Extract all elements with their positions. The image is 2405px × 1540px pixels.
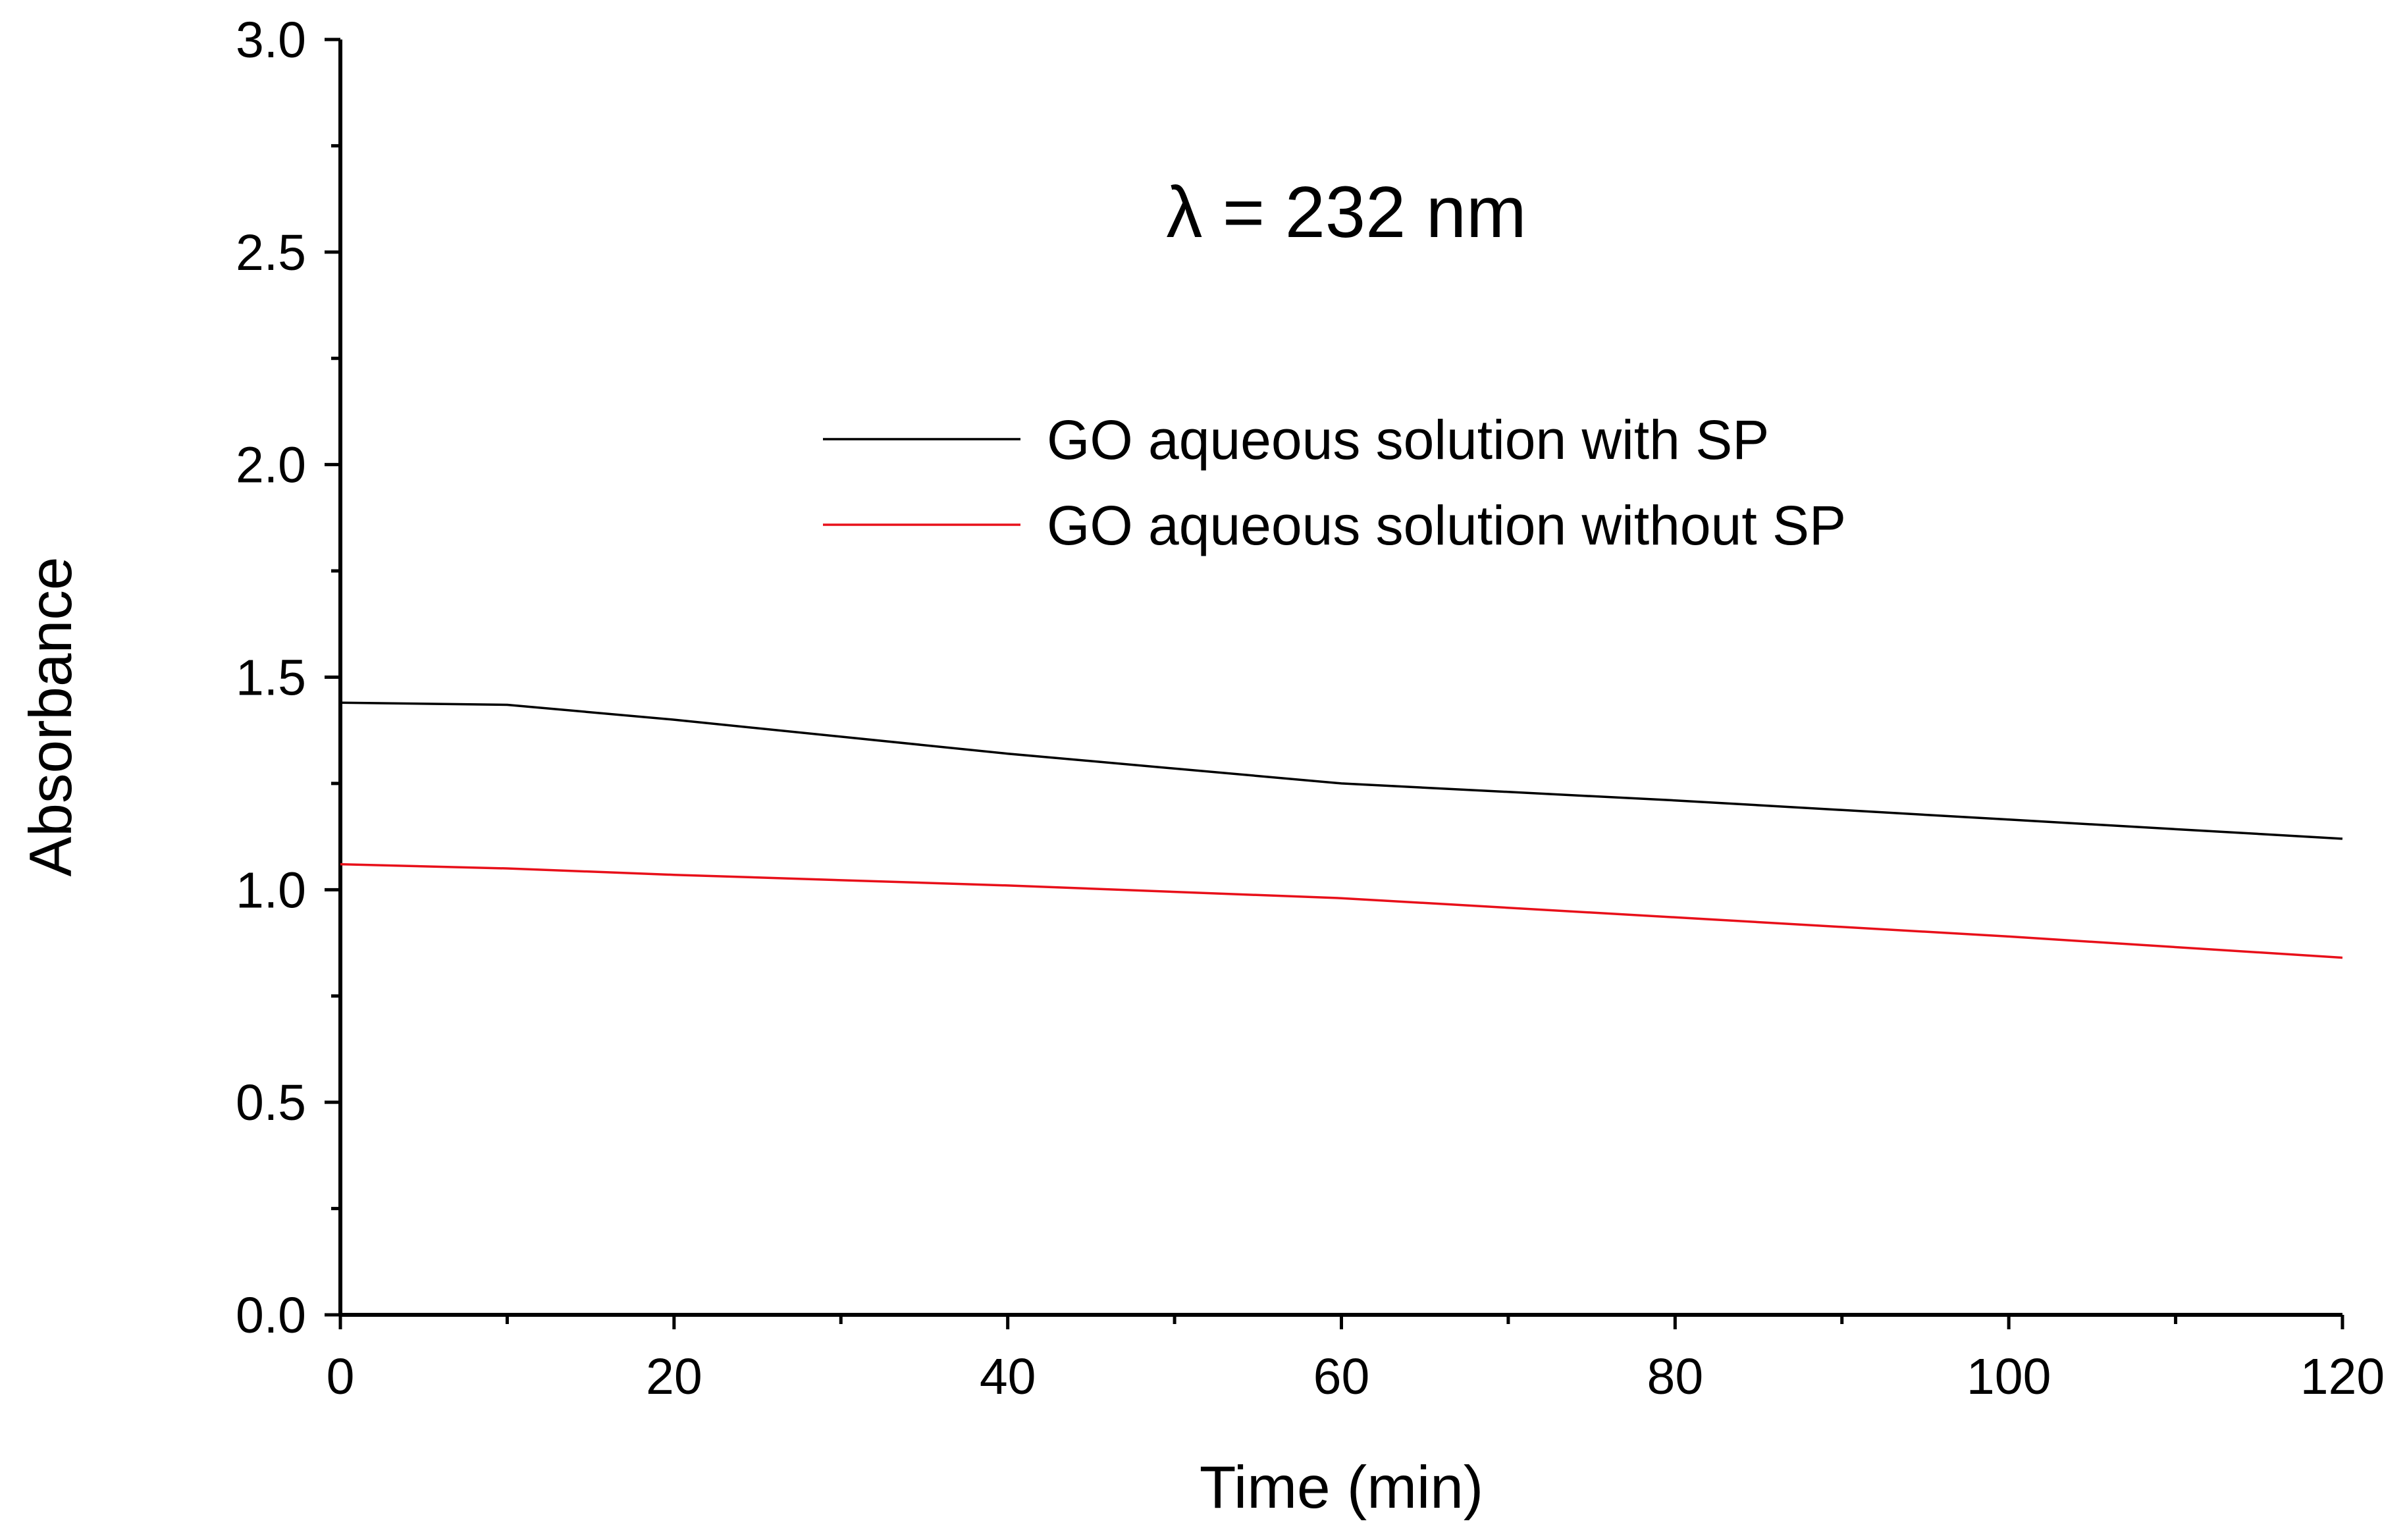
- x-tick-label: 0: [327, 1348, 355, 1405]
- legend-label-with-sp: GO aqueous solution with SP: [1047, 409, 1769, 471]
- series-line-with-sp: [340, 701, 2343, 840]
- x-tick-label: 80: [1647, 1348, 1704, 1405]
- y-tick-label: 1.5: [236, 650, 306, 706]
- y-tick-label: 2.5: [236, 225, 306, 281]
- x-tick-label: 20: [646, 1348, 702, 1405]
- x-ticks: 0 20 40 60 80 100 120: [327, 1315, 2385, 1405]
- x-tick-label: 120: [2300, 1348, 2385, 1405]
- series-line-without-sp: [340, 863, 2343, 959]
- y-tick-label: 2.0: [236, 437, 306, 494]
- legend: GO aqueous solution with SP GO aqueous so…: [823, 409, 1846, 556]
- y-tick-label: 0.0: [236, 1287, 306, 1344]
- y-tick-label: 0.5: [236, 1075, 306, 1131]
- x-tick-label: 40: [980, 1348, 1036, 1405]
- series-group: [340, 701, 2343, 959]
- x-tick-label: 60: [1313, 1348, 1370, 1405]
- y-tick-label: 3.0: [236, 12, 306, 68]
- y-axis-title: Absorbance: [18, 557, 84, 877]
- x-tick-label: 100: [1967, 1348, 2051, 1405]
- y-ticks: 0.0 0.5 1.0 1.5 2.0 2.5 3.0: [236, 12, 340, 1344]
- x-axis-title: Time (min): [1200, 1454, 1483, 1521]
- wavelength-annotation: λ = 232 nm: [1166, 172, 1526, 253]
- y-tick-label: 1.0: [236, 862, 306, 918]
- legend-label-without-sp: GO aqueous solution without SP: [1047, 494, 1846, 556]
